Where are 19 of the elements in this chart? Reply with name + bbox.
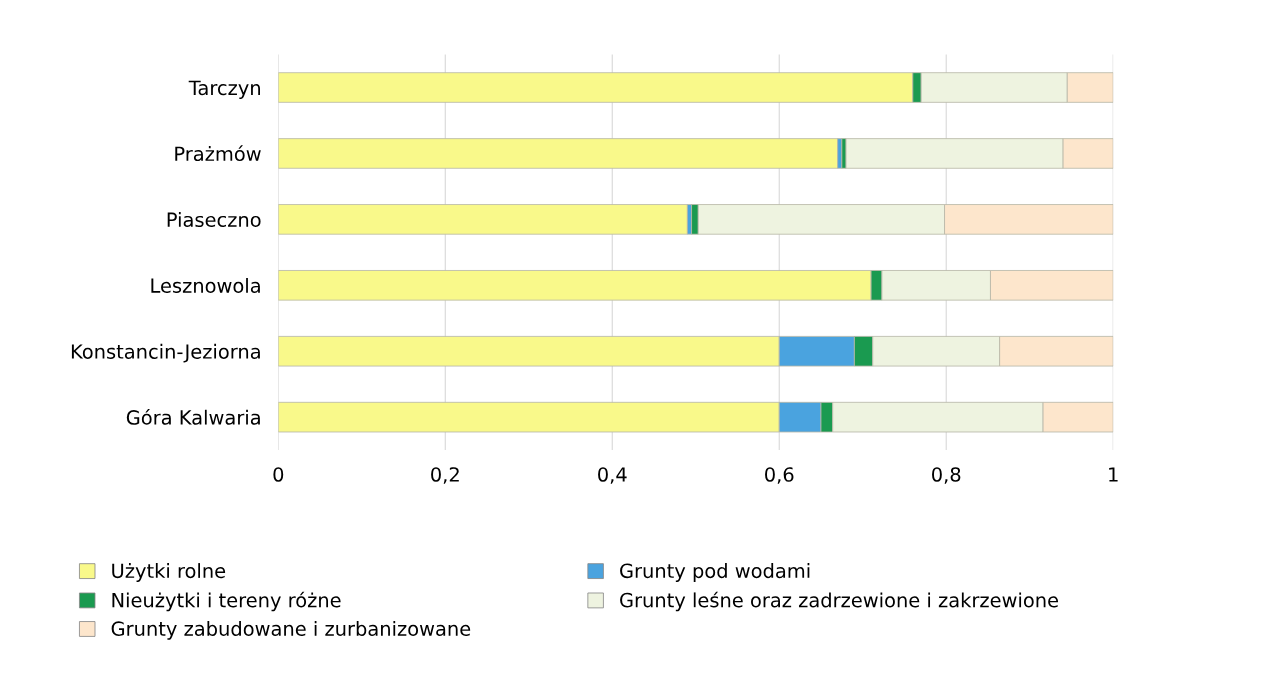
x-tick-label: 0,2 (431, 467, 459, 484)
x-tick-label: 1 (1109, 467, 1118, 482)
legend-label: Grunty leśne oraz zadrzewione i zakrzewione (620, 591, 1059, 612)
x-tick-label: 0,6 (765, 467, 794, 484)
y-tick-label: Tarczyn (188, 80, 260, 99)
legend-label: Nieużytki i tereny różne (112, 591, 341, 612)
y-tick-label: Lesznowola (151, 277, 260, 293)
x-tick-label: 0 (273, 467, 284, 482)
legend-label: Grunty zabudowane i zurbanizowane (111, 620, 471, 640)
y-tick-label: Prażmów (175, 145, 261, 162)
y-tick-label: Piaseczno (167, 211, 261, 228)
y-tick-label: Góra Kalwaria (126, 408, 260, 425)
legend-label: Użytki rolne (112, 563, 226, 582)
x-tick-label: 0,8 (932, 467, 961, 484)
legend-label: Grunty pod wodami (620, 563, 810, 582)
x-tick-label: 0,4 (598, 467, 627, 484)
y-tick-label: Konstancin-Jeziorna (71, 343, 260, 363)
bar (278, 204, 688, 235)
bar (278, 138, 839, 169)
